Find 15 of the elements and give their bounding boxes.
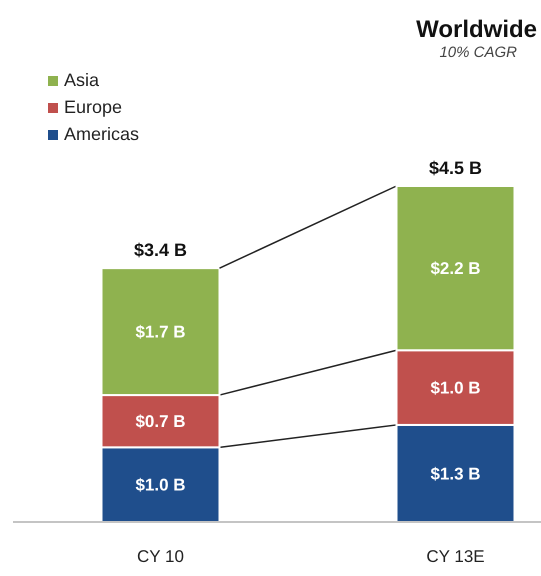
x-tick-label: CY 13E <box>426 547 485 566</box>
legend-label: Americas <box>64 124 140 145</box>
chart-title: Worldwide <box>416 16 537 44</box>
data-label: $1.3 B <box>430 464 481 484</box>
legend-label: Europe <box>64 97 122 118</box>
data-label: $1.7 B <box>135 322 186 342</box>
total-label: $4.5 B <box>428 158 482 178</box>
x-tick-label: CY 10 <box>137 547 184 566</box>
data-label: $2.2 B <box>430 259 481 278</box>
data-label: $0.7 B <box>135 412 186 432</box>
legend-label: Asia <box>64 70 100 91</box>
chart-subtitle: 10% CAGR <box>438 44 517 61</box>
data-label: $1.0 B <box>135 476 186 495</box>
total-label: $3.4 B <box>134 240 188 260</box>
data-label: $1.0 B <box>430 378 481 398</box>
